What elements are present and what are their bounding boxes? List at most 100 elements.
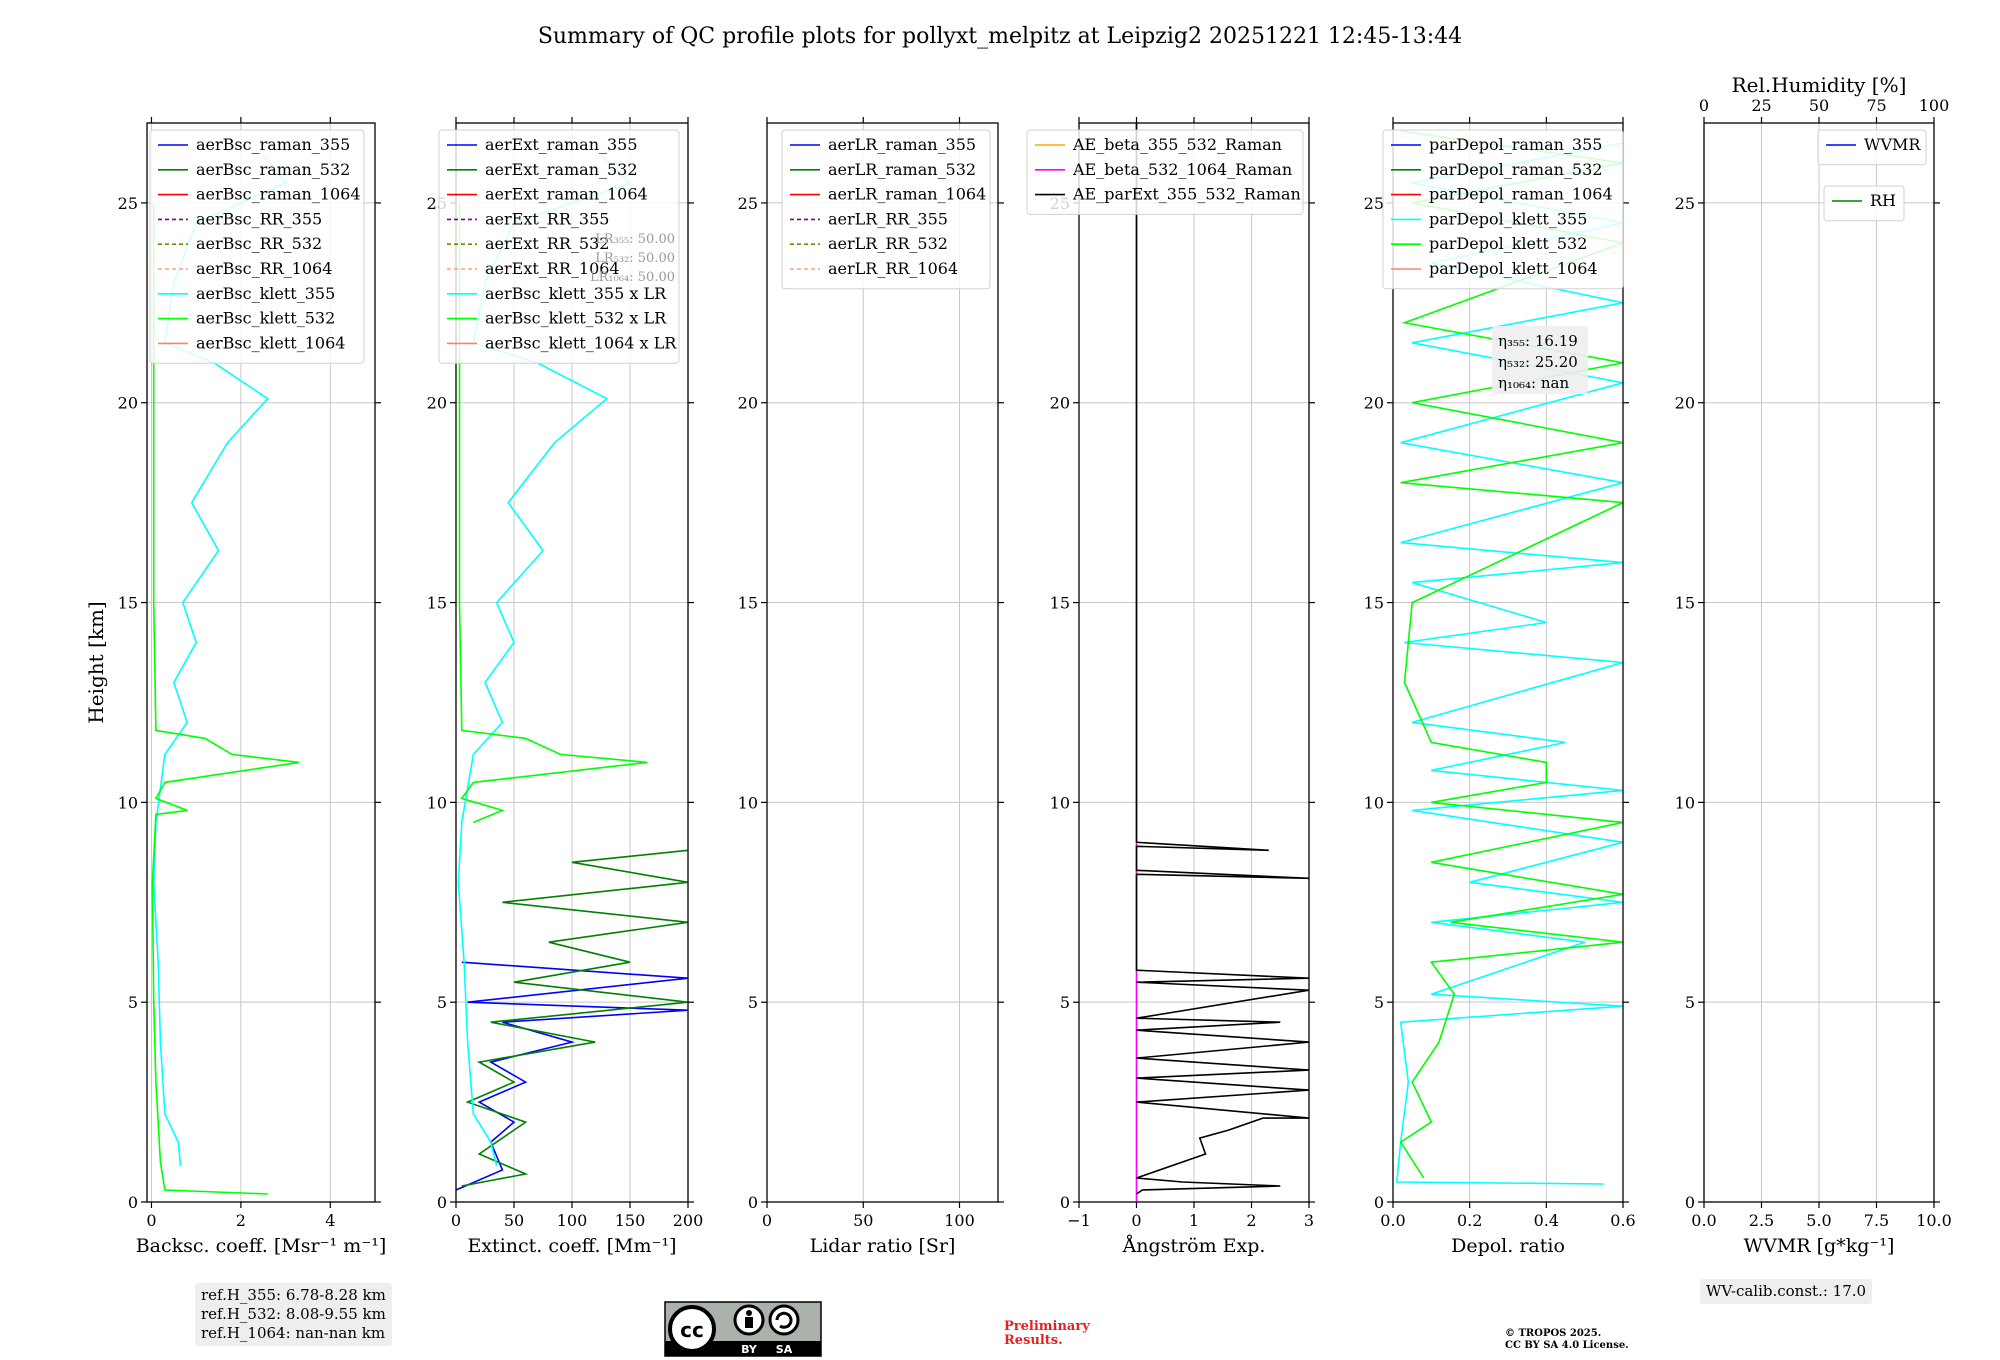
ref-height-532: ref.H_532: 8.08-9.55 km [201,1305,386,1323]
top-x-tick-label: 0 [1699,96,1709,115]
legend-entry: aerLR_raman_532 [828,160,976,179]
y-tick-label: 0 [1374,1193,1384,1212]
legend-box [1382,129,1624,290]
legend-entry: aerBsc_klett_355 [196,284,335,303]
y-tick-label: 15 [1364,594,1384,613]
ref-height-1064: ref.H_1064: nan-nan km [201,1324,386,1342]
lidar-ratio-label: LR₅₃₂: 50.00 [595,251,675,266]
axes-frame [146,122,376,1203]
top-x-tick-label: 25 [1751,96,1771,115]
x-tick-label: 1 [1189,1211,1199,1230]
lidar-ratio-label: LR₃₅₅: 50.00 [595,232,675,247]
y-tick-label: 0 [748,1193,758,1212]
x-tick-label: 0.0 [1691,1211,1716,1230]
preliminary-line-2: Results. [1004,1333,1063,1348]
top-x-tick-label: 75 [1866,96,1886,115]
legend-box [1823,185,1905,222]
legend-entry: parDepol_klett_1064 [1429,259,1598,278]
y-tick-label: 10 [118,793,138,812]
y-tick-label: 20 [1364,394,1384,413]
x-tick-label: 0.0 [1380,1211,1405,1230]
y-tick-label: 0 [128,1193,138,1212]
y-tick-label: 15 [1675,594,1695,613]
legend-entry: aerExt_RR_532 [485,234,609,253]
x-tick-label: 100 [944,1211,975,1230]
y-tick-label: 15 [1050,594,1070,613]
legend-entry: parDepol_klett_532 [1429,234,1587,253]
legend-entry: aerBsc_klett_532 [196,309,335,328]
x-tick-label: 0.2 [1457,1211,1482,1230]
eta-label: η₅₃₂: 25.20 [1498,353,1578,371]
legend-box [149,129,365,364]
legend-entry: aerLR_raman_1064 [828,185,986,204]
legend-entry: parDepol_raman_355 [1429,135,1602,154]
y-tick-label: 5 [128,993,138,1012]
x-axis-label: WVMR [g*kg⁻¹] [1744,1235,1895,1257]
y-tick-label: 15 [427,594,447,613]
panel-wv: 0.0 2.5 5.0 7.5 10.0 0 5 10 15 20 25 WVMR [g*kg⁻¹] 0… [1675,73,1952,1257]
legend-entry: aerBsc_klett_532 x LR [485,309,667,328]
reference-height-box: ref.H_355: 6.78-8.28 km ref.H_532: 8.08-… [195,1283,392,1346]
lidar-ratio-label: LR₁₀₆₄: 50.00 [590,270,675,285]
cc-by-label: BY [741,1343,758,1356]
legend-entry: parDepol_raman_532 [1429,160,1602,179]
eta-box [1492,326,1588,394]
y-tick-label: 20 [1675,394,1695,413]
x-tick-label: 100 [557,1211,588,1230]
x-tick-label: 2.5 [1749,1211,1774,1230]
legend-rh: RH [1823,185,1905,222]
axes-frame [1392,122,1624,1203]
x-axis-label: Lidar ratio [Sr] [810,1235,956,1257]
panel-bsc: 0 2 4 0 5 10 15 20 25 Backsc. coeff. [Msr⁻¹ m⁻¹] H… [84,117,386,1257]
cc-label: cc [680,1318,704,1342]
x-tick-label: 3 [1304,1211,1314,1230]
y-tick-label: 5 [1374,993,1384,1012]
cc-sa-label: SA [776,1343,793,1356]
legend-entry: parDepol_raman_1064 [1429,185,1613,204]
x-tick-label: 7.5 [1864,1211,1889,1230]
legend-entry: aerLR_RR_532 [828,234,948,253]
ref-height-355: ref.H_355: 6.78-8.28 km [201,1286,386,1304]
y-tick-label: 25 [118,194,138,213]
x-tick-label: 150 [615,1211,646,1230]
y-tick-label: 20 [1050,394,1070,413]
x-tick-label: 0 [146,1211,156,1230]
preliminary-line-1: Preliminary [1004,1319,1090,1334]
y-tick-label: 5 [1685,993,1695,1012]
y-tick-label: 10 [1675,793,1695,812]
y-tick-label: 5 [437,993,447,1012]
legend-entry: WVMR [1864,135,1921,154]
legend-entry: aerExt_RR_1064 [485,259,620,278]
copyright-note: © TROPOS 2025. CC BY SA 4.0 License. [1505,1328,1629,1352]
y-tick-label: 5 [1060,993,1070,1012]
y-tick-label: 0 [1685,1193,1695,1212]
legend: parDepol_raman_355 parDepol_raman_532 parD… [1382,129,1624,290]
legend-box [1026,129,1304,215]
x-tick-label: 0.6 [1610,1211,1635,1230]
x-tick-label: 0 [1131,1211,1141,1230]
x-tick-label: 200 [673,1211,704,1230]
legend-entry: AE_beta_355_532_Raman [1072,135,1282,154]
y-axis-label: Height [km] [84,601,108,723]
x-tick-label: 0 [451,1211,461,1230]
y-tick-label: 15 [118,594,138,613]
x-tick-label: 2 [1246,1211,1256,1230]
legend-entry: aerExt_RR_355 [485,209,609,228]
series-group [456,154,688,1191]
panel-dep: 0.0 0.2 0.4 0.6 0 5 10 15 20 25 Depol. ratio parDep… [1364,117,1636,1257]
x-tick-label: 0 [762,1211,772,1230]
x-tick-label: 0.4 [1534,1211,1559,1230]
copyright-line-2: CC BY SA 4.0 License. [1505,1340,1629,1351]
legend-entry: aerLR_RR_355 [828,209,948,228]
x-tick-label: 5.0 [1806,1211,1831,1230]
y-tick-label: 10 [1364,793,1384,812]
y-tick-label: 20 [118,394,138,413]
y-tick-label: 5 [748,993,758,1012]
x-tick-label: 4 [325,1211,335,1230]
series-line-AE_parExt_355_532_Raman [1135,123,1309,1195]
eta-label: η₃₅₅: 16.19 [1498,332,1578,350]
series-group [1135,123,1309,1202]
y-tick-label: 10 [1050,793,1070,812]
panel-lr: 0 50 100 0 5 10 15 20 25 Lidar ratio [Sr] aerLR_ra… [738,117,1004,1257]
legend-entry: aerBsc_raman_532 [196,160,350,179]
